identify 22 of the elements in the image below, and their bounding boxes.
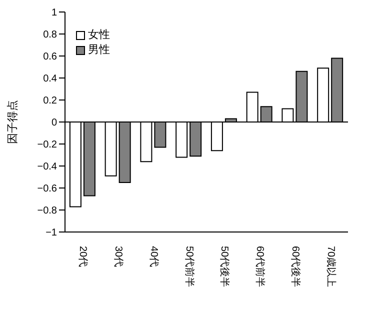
y-tick-label: −0.4 — [37, 162, 58, 173]
x-tick-label: 60代前半 — [254, 246, 266, 288]
y-tick-label: 0.6 — [43, 52, 58, 63]
x-tick-label: 60代後半 — [289, 246, 302, 288]
x-tick-label: 50代後半 — [218, 246, 231, 288]
y-tick-label: −0.6 — [37, 184, 58, 195]
y-tick-label: 0.4 — [43, 74, 58, 85]
y-axis-title: 因子得点 — [6, 100, 19, 144]
y-tick-label: 1 — [51, 8, 58, 19]
legend-label: 女性 — [88, 28, 110, 43]
y-tick-label: 0 — [51, 118, 58, 129]
x-tick-label: 40代 — [148, 246, 159, 268]
y-tick-label: −1 — [46, 228, 58, 239]
y-tick-label: 0.8 — [43, 30, 58, 41]
y-tick-label: −0.2 — [37, 140, 58, 151]
x-tick-label: 50代前半 — [183, 246, 196, 288]
x-tick-label: 30代 — [112, 246, 124, 268]
x-tick-label: 20代 — [77, 246, 88, 268]
legend-label: 男性 — [88, 43, 110, 58]
x-tick-label: 70歳以上 — [324, 246, 337, 288]
y-tick-label: −0.8 — [37, 206, 58, 217]
y-tick-label: 0.2 — [43, 96, 58, 107]
